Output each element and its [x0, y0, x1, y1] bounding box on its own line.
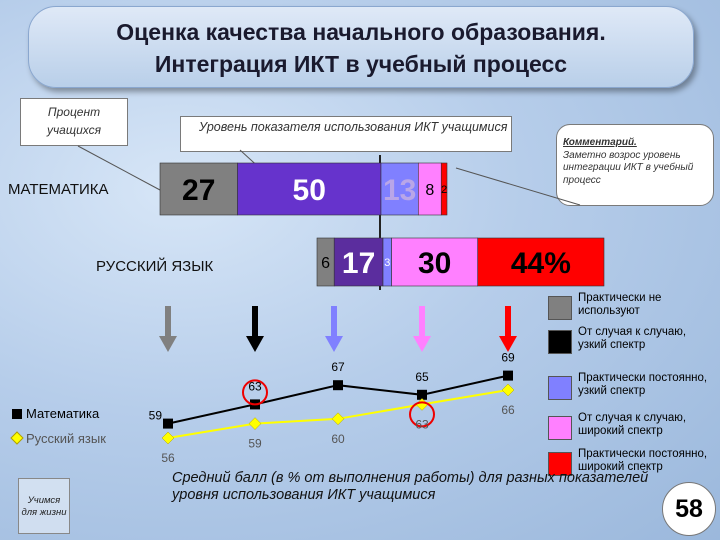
legend-label-never: Практически не используют — [578, 292, 662, 317]
legend-swatch-constant-narrow — [548, 376, 572, 400]
value-label-russian-0: 56 — [161, 451, 175, 465]
bar-label-math-2: 13 — [383, 174, 416, 207]
callout-level-indicator: Уровень показателя использования ИКТ уча… — [180, 116, 512, 152]
callout-percent-students: Процент учащихся — [20, 98, 128, 146]
bar-math-seg-2 — [380, 162, 419, 216]
point-russian-2 — [331, 412, 345, 426]
legend-item-random-wide: От случая к случаю, широкий спектр — [548, 412, 718, 448]
bar-math-seg-4 — [440, 162, 448, 216]
logo-icon: Учимся для жизни — [18, 478, 70, 534]
value-label-russian-4: 66 — [501, 403, 515, 417]
comment-head: Комментарий. — [563, 137, 637, 148]
value-label-math-1: 63 — [248, 379, 262, 393]
value-label-russian-3: 63 — [415, 417, 429, 431]
bar-label-math-4: 2 — [441, 184, 447, 196]
bar-math-seg-1 — [237, 162, 382, 216]
legend-label-constant-narrow: Практически постоянно, узкий спектр — [578, 372, 708, 397]
legend-swatch-constant-wide — [548, 452, 572, 476]
title-banner: Оценка качества начального образования. … — [28, 6, 694, 88]
title-line-2: Интеграция ИКТ в учебный процесс — [154, 51, 568, 77]
bar-label-russian-2: 3 — [384, 257, 390, 269]
legend-item-random-narrow: От случая к случаю, узкий спектр — [548, 326, 718, 362]
legend-swatch-random-narrow — [548, 330, 572, 354]
legend-label-constant-wide: Практически постоянно, широкий спектр — [578, 448, 708, 473]
bar-label-russian-4: 44% — [511, 247, 571, 280]
line-legend-math: Математика — [26, 406, 100, 421]
value-label-math-0: 59 — [149, 409, 163, 423]
bar-math-seg-0 — [159, 162, 238, 216]
title-line-1: Оценка качества начального образования. — [116, 19, 606, 45]
legend-label-random-narrow: От случая к случаю, узкий спектр — [578, 326, 687, 351]
arrow-head-0 — [159, 336, 177, 352]
comment-body: Заметно возрос уровень интеграции ИКТ в … — [563, 149, 694, 186]
highlight-circle-0-1 — [242, 379, 268, 406]
value-label-russian-2: 60 — [331, 432, 345, 446]
bar-label-math-1: 50 — [293, 174, 326, 207]
bar-russian-seg-1 — [333, 237, 384, 287]
bar-label-russian-0: 6 — [321, 255, 330, 272]
point-russian-1 — [248, 417, 262, 430]
line-legend-math-marker — [12, 409, 22, 419]
point-russian-4 — [501, 383, 515, 397]
point-math-3 — [417, 389, 427, 400]
bar-label-math-3: 8 — [425, 182, 434, 199]
legend-swatch-never — [548, 296, 572, 320]
callout-pointer-right — [455, 167, 581, 206]
arrow-head-3 — [413, 336, 431, 352]
legend-swatch-random-wide — [548, 416, 572, 440]
arrow-head-4 — [499, 336, 517, 352]
bar-russian-seg-3 — [391, 237, 479, 287]
bar-label-russian-1: 17 — [342, 247, 375, 280]
callout-comment: Комментарий. Заметно возрос уровень инте… — [556, 124, 714, 206]
legend-item-constant-wide: Практически постоянно, широкий спектр — [548, 448, 718, 484]
bar-label-russian-3: 30 — [418, 247, 451, 280]
page-number: 58 — [662, 482, 716, 536]
arrow-head-1 — [246, 336, 264, 352]
subject-label-math: МАТЕМАТИКА — [8, 181, 109, 198]
legend-item-never: Практически не используют — [548, 292, 718, 328]
line-legend-russian-marker — [10, 431, 24, 445]
point-math-2 — [333, 380, 343, 391]
point-math-4 — [503, 370, 513, 381]
line-legend-russian: Русский язык — [26, 431, 106, 446]
bottom-caption: Средний балл (в % от выполнения работы) … — [172, 470, 649, 503]
point-math-0 — [163, 418, 173, 429]
value-label-math-2: 67 — [331, 360, 345, 374]
point-russian-3 — [415, 398, 429, 411]
subject-label-russian: РУССКИЙ ЯЗЫК — [96, 258, 214, 275]
value-label-math-3: 65 — [415, 370, 429, 384]
value-label-math-4: 69 — [501, 351, 515, 365]
value-label-russian-1: 59 — [248, 437, 262, 451]
legend-item-constant-narrow: Практически постоянно, узкий спектр — [548, 372, 718, 408]
bar-russian-seg-4 — [477, 237, 605, 287]
bar-label-math-0: 27 — [182, 174, 215, 207]
callout-pointer-left — [77, 145, 161, 191]
arrow-head-2 — [325, 336, 343, 352]
highlight-circle-1-3 — [409, 401, 435, 428]
legend-label-random-wide: От случая к случаю, широкий спектр — [578, 412, 687, 437]
point-russian-0 — [161, 431, 175, 445]
